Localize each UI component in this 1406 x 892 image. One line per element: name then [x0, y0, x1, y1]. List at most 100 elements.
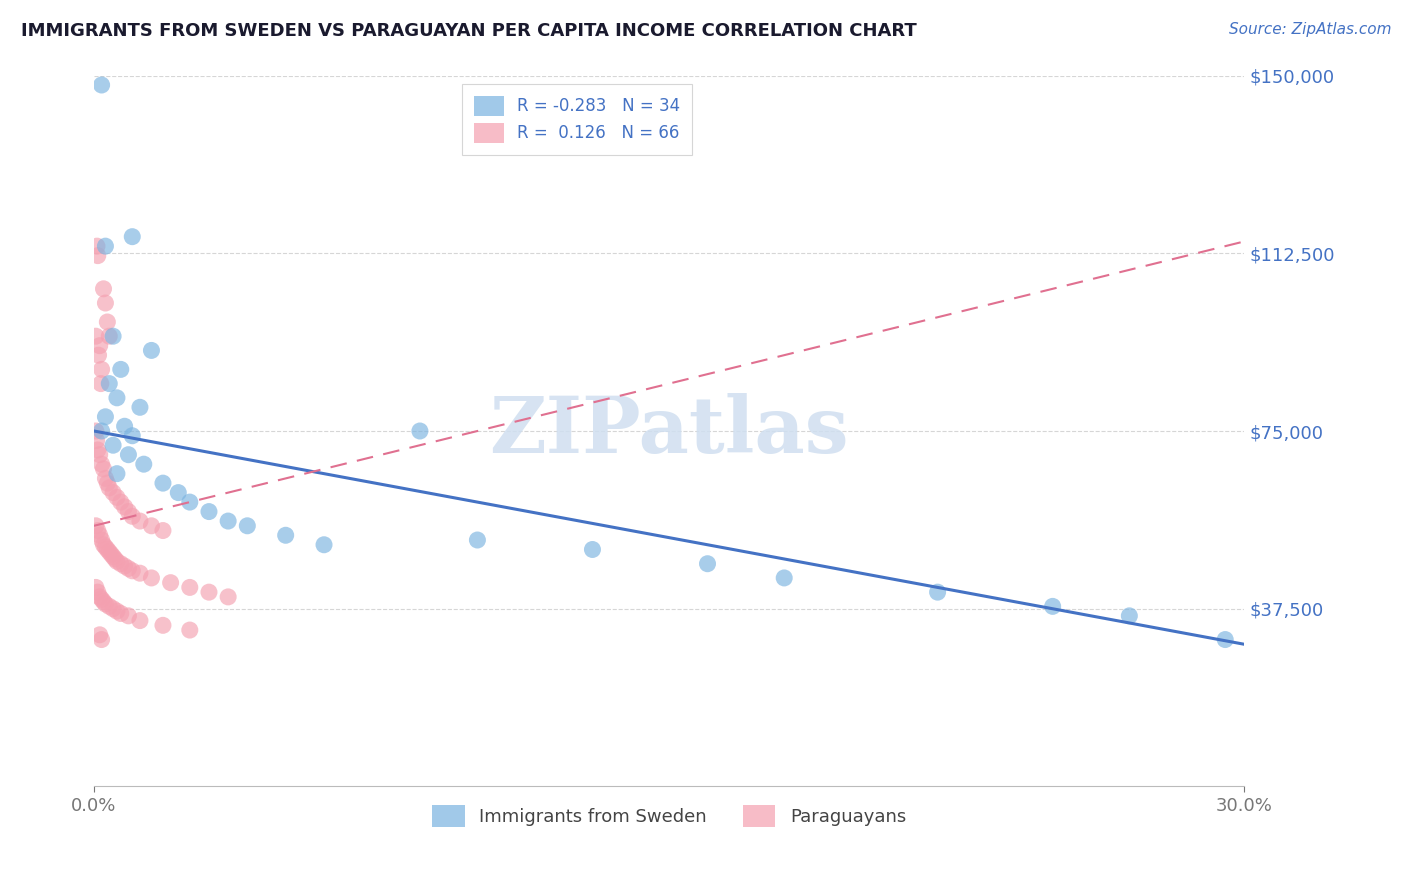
Point: [129, 514, 152, 528]
Point: [152, 618, 174, 632]
Point: [105, 604, 128, 618]
Point: [101, 485, 124, 500]
Point: [312, 538, 335, 552]
Point: [773, 571, 796, 585]
Point: [90, 533, 112, 547]
Point: [90, 632, 112, 647]
Point: [94, 409, 117, 424]
Point: [141, 571, 163, 585]
Point: [110, 607, 132, 621]
Point: [89, 590, 111, 604]
Point: [129, 566, 152, 581]
Point: [110, 557, 132, 571]
Point: [121, 229, 143, 244]
Point: [89, 448, 111, 462]
Text: ZIPatlas: ZIPatlas: [489, 393, 849, 469]
Point: [89, 339, 111, 353]
Point: [96, 315, 118, 329]
Point: [198, 505, 221, 519]
Point: [129, 614, 152, 628]
Point: [217, 514, 239, 528]
Point: [121, 509, 143, 524]
Point: [90, 376, 112, 391]
Point: [179, 581, 201, 595]
Point: [121, 428, 143, 442]
Point: [86, 239, 108, 253]
Point: [409, 424, 432, 438]
Point: [101, 601, 124, 615]
Point: [101, 329, 124, 343]
Point: [105, 491, 128, 505]
Point: [90, 362, 112, 376]
Point: [132, 457, 155, 471]
Point: [89, 628, 111, 642]
Point: [104, 552, 127, 566]
Point: [105, 554, 128, 568]
Point: [117, 505, 139, 519]
Point: [110, 495, 132, 509]
Point: [114, 500, 136, 514]
Point: [100, 547, 122, 561]
Point: [93, 538, 115, 552]
Point: [84, 581, 107, 595]
Point: [93, 594, 115, 608]
Point: [94, 540, 117, 554]
Point: [84, 329, 107, 343]
Point: [117, 561, 139, 575]
Point: [467, 533, 489, 547]
Point: [198, 585, 221, 599]
Point: [141, 518, 163, 533]
Legend: Immigrants from Sweden, Paraguayans: Immigrants from Sweden, Paraguayans: [425, 797, 914, 834]
Point: [90, 457, 112, 471]
Point: [98, 329, 121, 343]
Point: [114, 419, 136, 434]
Point: [98, 481, 121, 495]
Point: [84, 518, 107, 533]
Point: [105, 391, 128, 405]
Point: [87, 249, 110, 263]
Point: [93, 282, 115, 296]
Point: [90, 78, 112, 92]
Point: [1213, 632, 1236, 647]
Point: [179, 623, 201, 637]
Point: [94, 597, 117, 611]
Point: [141, 343, 163, 358]
Point: [90, 592, 112, 607]
Point: [696, 557, 718, 571]
Point: [927, 585, 949, 599]
Point: [98, 545, 121, 559]
Point: [129, 401, 152, 415]
Point: [90, 424, 112, 438]
Text: Source: ZipAtlas.com: Source: ZipAtlas.com: [1229, 22, 1392, 37]
Point: [94, 239, 117, 253]
Point: [94, 471, 117, 485]
Point: [98, 599, 121, 614]
Point: [121, 564, 143, 578]
Point: [1118, 608, 1140, 623]
Point: [217, 590, 239, 604]
Point: [86, 434, 108, 448]
Point: [93, 462, 115, 476]
Point: [167, 485, 190, 500]
Point: [87, 524, 110, 538]
Point: [87, 585, 110, 599]
Point: [101, 549, 124, 564]
Point: [152, 524, 174, 538]
Point: [274, 528, 297, 542]
Point: [89, 528, 111, 542]
Point: [105, 467, 128, 481]
Point: [1042, 599, 1064, 614]
Point: [117, 608, 139, 623]
Point: [98, 376, 121, 391]
Point: [114, 559, 136, 574]
Point: [152, 476, 174, 491]
Point: [94, 296, 117, 310]
Point: [110, 362, 132, 376]
Point: [117, 448, 139, 462]
Point: [101, 438, 124, 452]
Point: [87, 442, 110, 457]
Point: [179, 495, 201, 509]
Point: [236, 518, 259, 533]
Text: IMMIGRANTS FROM SWEDEN VS PARAGUAYAN PER CAPITA INCOME CORRELATION CHART: IMMIGRANTS FROM SWEDEN VS PARAGUAYAN PER…: [21, 22, 917, 40]
Point: [96, 542, 118, 557]
